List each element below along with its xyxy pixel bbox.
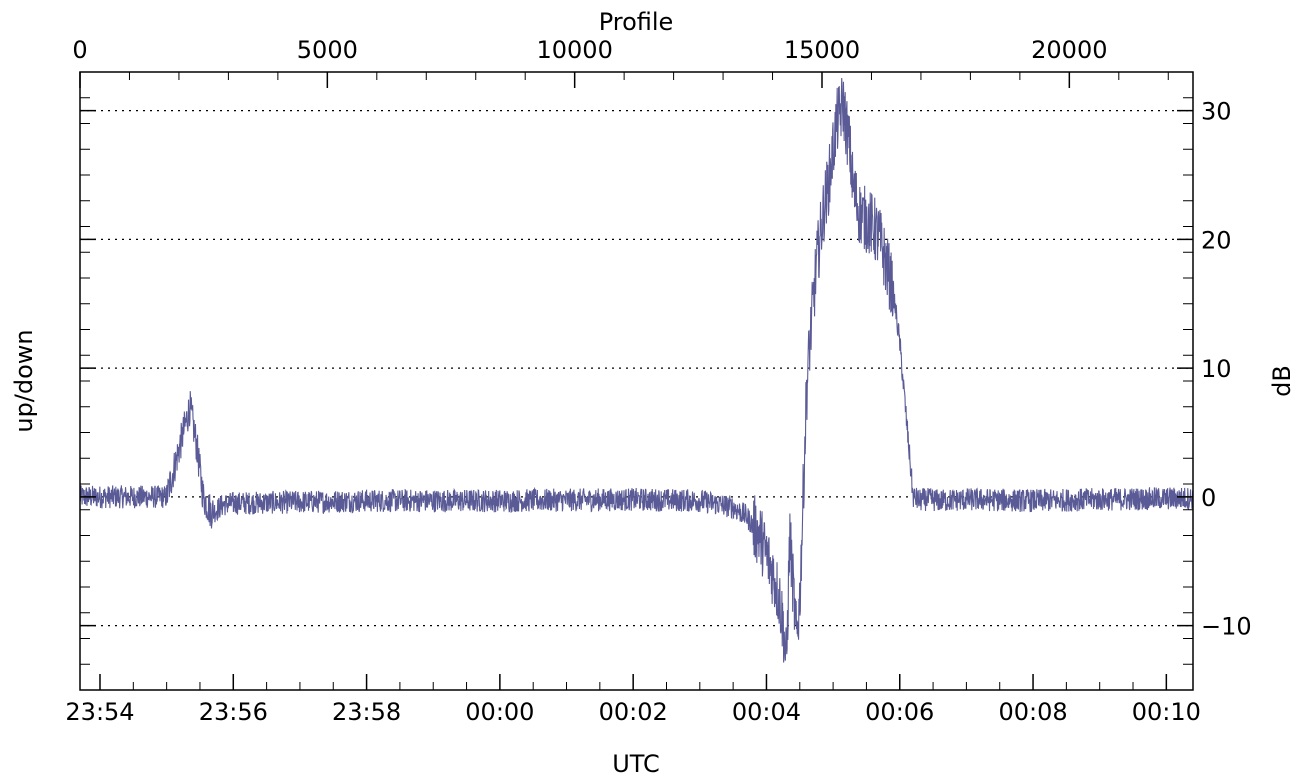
x2-tick-label: 10000 (536, 36, 612, 64)
x-axis-title: UTC (612, 750, 660, 778)
x2-tick-label: 20000 (1031, 36, 1107, 64)
series-layer (79, 78, 1194, 663)
y2-tick-label: 30 (1201, 98, 1232, 126)
x2-tick-label: 5000 (297, 36, 358, 64)
x-tick-label: 00:02 (599, 698, 668, 726)
y2-tick-label: 0 (1201, 484, 1216, 512)
y2-tick-label: −10 (1201, 613, 1252, 641)
gridlines (80, 110, 1193, 627)
x-tick-label: 00:08 (998, 698, 1067, 726)
x2-axis-title: Profile (599, 8, 674, 36)
x-tick-label: 23:58 (332, 698, 401, 726)
y2-tick-label: 10 (1201, 355, 1232, 383)
y-axis-title: up/down (10, 329, 38, 432)
x2-tick-label: 15000 (784, 36, 860, 64)
plot-frame (79, 71, 1194, 691)
tick-labels: 30 20 10 0 −10 23:54 23:56 23:58 00:00 00:02 00:04… (65, 36, 1251, 726)
x2-tick-label: 0 (72, 36, 87, 64)
tick-marks (79, 71, 1193, 691)
y2-axis-title: dB (1268, 365, 1296, 397)
x-tick-label: 00:04 (732, 698, 801, 726)
series-line (79, 78, 1194, 663)
y2-tick-label: 20 (1201, 226, 1232, 254)
x-tick-label: 23:56 (199, 698, 268, 726)
x-tick-label: 00:00 (465, 698, 534, 726)
x-tick-label: 23:54 (65, 698, 134, 726)
x-tick-label: 00:10 (1132, 698, 1201, 726)
x-tick-label: 00:06 (865, 698, 934, 726)
